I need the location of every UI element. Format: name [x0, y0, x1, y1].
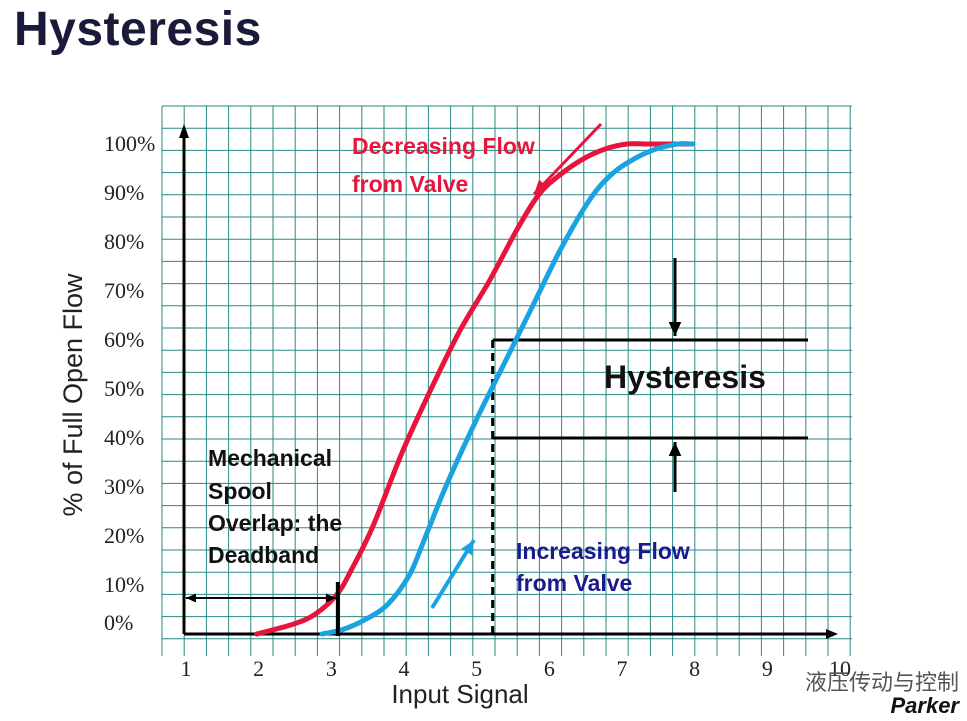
increasing-flow-line: [319, 141, 696, 637]
hysteresis-guides: [491, 338, 808, 634]
increasing-label-line2: from Valve: [516, 570, 632, 596]
x-tick-label: 8: [689, 656, 700, 681]
deadband-label-line3: Overlap: the: [208, 510, 342, 536]
x-axis-arrowhead: [826, 629, 838, 639]
y-tick-label: 90%: [104, 180, 144, 205]
y-tick-label: 0%: [104, 610, 133, 635]
decreasing-direction-arrow-head: [534, 179, 549, 194]
axes: [179, 124, 838, 639]
y-axis-arrowhead: [179, 124, 189, 138]
y-tick-label: 10%: [104, 572, 144, 597]
deadband-label-line1: Mechanical: [208, 445, 332, 471]
watermark-text: 液压传动与控制: [804, 671, 959, 696]
y-tick-labels: 0% 10% 20% 30% 40% 50% 60% 70% 80% 90% 100%: [104, 131, 155, 635]
page-title: Hysteresis: [14, 3, 262, 56]
deadband-right-arrow-head: [325, 593, 336, 603]
hysteresis-down-arrow-head: [668, 322, 682, 336]
x-tick-label: 6: [544, 656, 555, 681]
decreasing-label-line1: Decreasing Flow: [352, 133, 535, 159]
y-tick-label: 70%: [104, 278, 144, 303]
deadband-label-line4: Deadband: [208, 542, 319, 568]
hysteresis-label: Hysteresis: [604, 359, 766, 395]
y-tick-label: 50%: [104, 376, 144, 401]
x-tick-label: 5: [471, 656, 482, 681]
x-tick-label: 3: [326, 656, 337, 681]
y-tick-label: 60%: [104, 327, 144, 352]
y-tick-label: 30%: [104, 474, 144, 499]
brand-logo: Parker: [890, 693, 959, 718]
x-tick-label: 7: [617, 656, 628, 681]
x-axis-label: Input Signal: [391, 679, 528, 709]
annotation-arrows: [186, 122, 682, 636]
increasing-direction-arrow-head: [461, 540, 474, 556]
y-tick-label: 20%: [104, 523, 144, 548]
x-tick-label: 9: [762, 656, 773, 681]
x-tick-label: 4: [399, 656, 410, 681]
x-tick-label: 2: [253, 656, 264, 681]
x-tick-label: 10: [829, 656, 851, 681]
x-tick-labels: 1 2 3 4 5 6 7 8 9 10: [181, 656, 852, 681]
y-tick-label: 100%: [104, 131, 155, 156]
y-axis-label: % of Full Open Flow: [58, 273, 88, 517]
hysteresis-up-arrow-head: [668, 442, 682, 456]
decreasing-label-line2: from Valve: [352, 171, 468, 197]
decreasing-direction-arrow: [532, 122, 603, 196]
y-tick-label: 80%: [104, 229, 144, 254]
y-tick-label: 40%: [104, 425, 144, 450]
x-tick-label: 1: [181, 656, 192, 681]
increasing-label-line1: Increasing Flow: [516, 538, 690, 564]
deadband-label-line2: Spool: [208, 478, 272, 504]
